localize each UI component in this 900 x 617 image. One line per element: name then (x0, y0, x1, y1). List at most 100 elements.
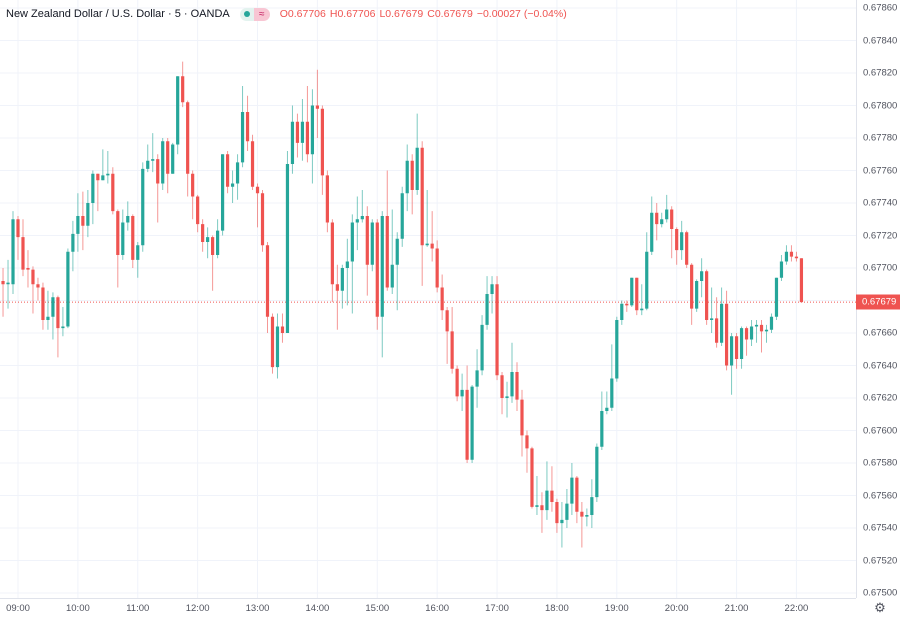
candle-body (156, 159, 160, 184)
candle-body (690, 264, 694, 309)
candle-20:10 (685, 230, 689, 268)
candle-body (505, 396, 509, 398)
candle-body (685, 232, 689, 265)
candle-body (390, 264, 394, 288)
price-tick-label: 0.67840 (863, 35, 898, 46)
price-tick-label: 0.67560 (863, 490, 898, 501)
candle-body (176, 76, 180, 145)
candle-20:35 (710, 287, 714, 333)
candle-13:05 (260, 190, 265, 252)
gear-icon[interactable]: ⚙ (874, 600, 886, 615)
status-pill[interactable]: ≈ (239, 7, 270, 21)
candle-19:35 (650, 196, 654, 255)
candle-body (186, 102, 190, 174)
candle-16:35 (470, 385, 474, 463)
candle-body (749, 326, 754, 340)
candle-body (216, 230, 220, 255)
candle-18:45 (600, 391, 604, 450)
candle-body (710, 318, 714, 320)
candle-body (101, 175, 105, 181)
candlestick-chart[interactable] (0, 0, 856, 598)
candle-body (640, 308, 644, 311)
candle-body (650, 212, 654, 252)
candle-15:55 (430, 211, 434, 262)
candle-body (330, 222, 334, 285)
candle-body (680, 232, 684, 251)
symbol-title[interactable]: New Zealand Dollar / U.S. Dollar · 5 · O… (6, 8, 230, 20)
candle-14:25 (340, 264, 344, 309)
candle-14:20 (335, 264, 339, 330)
price-tick-label: 0.67800 (863, 100, 898, 111)
candle-10:10 (86, 190, 90, 238)
candle-09:45 (61, 307, 65, 337)
candle-body (445, 310, 449, 332)
candle-21:25 (759, 320, 764, 353)
candle-body (510, 372, 514, 397)
candle-body (540, 505, 544, 511)
candle-16:05 (440, 274, 444, 320)
time-tick-label: 12:00 (185, 603, 210, 614)
candle-13:55 (310, 89, 315, 184)
candle-body (525, 435, 529, 449)
candle-13:50 (305, 86, 310, 163)
candle-body (420, 147, 424, 246)
candle-17:30 (525, 430, 529, 473)
candle-body (774, 277, 779, 317)
candle-11:05 (141, 162, 145, 252)
candle-body (600, 411, 604, 447)
candle-body (240, 112, 245, 163)
candle-body (245, 112, 250, 142)
candle-15:25 (400, 186, 404, 247)
candle-body (116, 211, 120, 255)
candle-17:25 (520, 389, 524, 457)
candle-body (21, 237, 25, 270)
candle-13:30 (285, 151, 290, 333)
candle-14:45 (360, 190, 364, 223)
price-tick-label: 0.67620 (863, 392, 898, 404)
candle-body (41, 287, 45, 320)
candle-10:20 (96, 173, 100, 212)
time-tick-label: 22:00 (784, 603, 809, 614)
candle-body (61, 326, 65, 329)
candle-11:30 (166, 138, 170, 194)
candle-body (86, 203, 90, 226)
time-axis[interactable]: 09:00 10:00 11:00 12:00 13:00 14:00 15:00 16:00… (0, 598, 856, 617)
candle-18:10 (565, 489, 569, 528)
ohlc-change: −0.00027 (−0.04%) (476, 8, 567, 20)
candle-body (206, 237, 210, 242)
candle-08:55 (11, 211, 15, 294)
candle-body (530, 448, 534, 507)
candle-body (744, 328, 749, 340)
candle-body (395, 238, 399, 265)
candle-body (670, 209, 674, 229)
time-tick-label: 19:00 (604, 603, 629, 614)
candle-09:40 (56, 295, 60, 358)
candle-18:00 (555, 498, 559, 533)
candle-body (435, 248, 439, 288)
candle-21:55 (789, 245, 794, 262)
candle-body (734, 336, 739, 359)
candle-body (660, 219, 664, 225)
candle-13:35 (290, 105, 295, 174)
candle-body (285, 164, 290, 333)
candle-body (106, 173, 110, 176)
candle-19:50 (665, 194, 669, 223)
candle-body (191, 173, 195, 197)
candle-body (365, 216, 369, 265)
candle-09:00 (16, 216, 20, 260)
candle-13:10 (265, 242, 270, 333)
candle-body (655, 212, 659, 225)
candle-body (126, 216, 130, 223)
candle-13:15 (270, 313, 275, 374)
candle-15:15 (390, 209, 394, 294)
candle-body (769, 316, 774, 330)
time-tick-label: 16:00 (425, 603, 450, 614)
candle-21:00 (734, 333, 739, 369)
candle-body (415, 147, 419, 190)
price-tick-label: 0.67520 (863, 555, 898, 566)
candle-21:35 (769, 313, 774, 333)
price-tick-label: 0.67820 (863, 67, 898, 79)
candle-16:25 (460, 373, 464, 411)
candle-15:30 (405, 144, 409, 212)
candle-12:00 (196, 194, 200, 233)
